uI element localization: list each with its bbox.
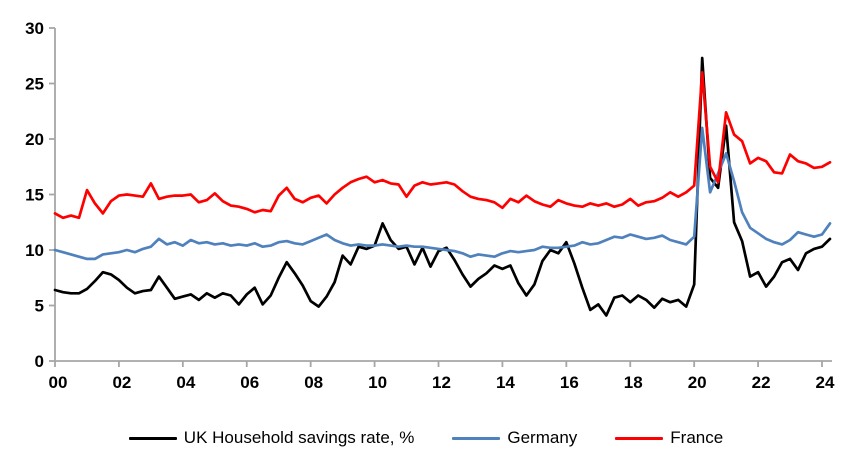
legend-swatch-germany xyxy=(452,436,501,440)
legend-swatch-france xyxy=(615,436,664,440)
y-tick-label: 25 xyxy=(25,75,44,94)
legend-swatch-uk xyxy=(128,436,177,440)
series-line-germany xyxy=(53,126,832,261)
y-tick-label: 5 xyxy=(35,297,44,316)
x-tick-label: 20 xyxy=(688,373,707,392)
x-tick-label: 12 xyxy=(432,373,451,392)
x-tick-label: 04 xyxy=(176,373,195,392)
y-tick-label: 20 xyxy=(25,130,44,149)
y-tick-label: 10 xyxy=(25,241,44,260)
legend-item-uk: UK Household savings rate, % xyxy=(128,428,415,448)
legend: UK Household savings rate, % Germany Fra… xyxy=(0,428,852,448)
y-tick-label: 30 xyxy=(25,19,44,38)
x-tick-label: 02 xyxy=(112,373,131,392)
x-tick-label: 06 xyxy=(240,373,259,392)
legend-label-uk: UK Household savings rate, % xyxy=(183,428,415,447)
plot-area: 0 5 10 15 20 25 30 00 02 04 06 08 10 12 14 16 18 20 22 24 xyxy=(25,19,835,392)
y-tick-label: 0 xyxy=(35,352,44,371)
legend-item-france: France xyxy=(615,428,723,448)
legend-item-germany: Germany xyxy=(452,428,577,448)
x-tick-label: 18 xyxy=(624,373,643,392)
series-line-france xyxy=(53,71,832,220)
legend-label-germany: Germany xyxy=(507,428,578,447)
x-tick-label: 24 xyxy=(816,373,835,392)
x-tick-label: 16 xyxy=(560,373,579,392)
x-tick-label: 22 xyxy=(752,373,771,392)
x-tick-label: 10 xyxy=(368,373,387,392)
x-tick-label: 08 xyxy=(304,373,323,392)
x-tick-label: 00 xyxy=(49,373,68,392)
legend-label-france: France xyxy=(670,428,724,447)
y-tick-label: 15 xyxy=(25,186,44,205)
x-tick-label: 14 xyxy=(496,373,515,392)
